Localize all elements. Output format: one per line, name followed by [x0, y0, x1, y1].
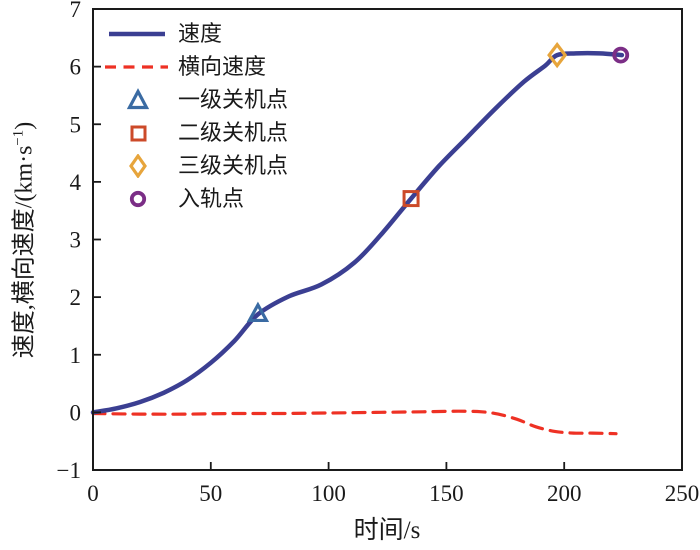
stage1-cutoff-marker: [246, 301, 270, 323]
orbit-circle-icon: [129, 190, 147, 207]
y-tick-label: 1: [70, 343, 82, 368]
y-tick-label: 7: [70, 0, 82, 22]
y-axis-label-suffix: ): [11, 121, 38, 130]
y-axis-label-text: 速度,横向速度/(km·s: [11, 145, 38, 359]
legend-label-stage1-cutoff: 一级关机点: [178, 86, 289, 112]
y-axis-label-superscript: −1: [10, 129, 27, 146]
y-tick-label: 3: [70, 228, 82, 253]
y-tick-label: 4: [70, 170, 82, 195]
legend-label-stage3-cutoff: 三级关机点: [178, 152, 289, 178]
x-tick-label: 50: [199, 481, 222, 506]
x-tick-label: 100: [311, 481, 346, 506]
legend-item-lateral-speed: 横向速度: [102, 50, 288, 83]
legend: 速度 横向速度 一级关机点 二级关机点 三级关机点: [102, 17, 288, 215]
lateral-speed-line: [91, 409, 618, 436]
legend-label-speed: 速度: [178, 20, 223, 46]
y-tick-label: 6: [70, 55, 82, 80]
legend-label-lateral-speed: 横向速度: [178, 53, 267, 79]
legend-label-stage2-cutoff: 二级关机点: [178, 119, 289, 145]
x-tick-label: 0: [87, 481, 99, 506]
stage2-cutoff-marker: [402, 190, 420, 208]
y-tick-label: 2: [70, 285, 82, 310]
x-tick-label: 150: [429, 481, 464, 506]
legend-item-stage2-cutoff: 二级关机点: [102, 116, 288, 149]
y-axis-label: 速度,横向速度/(km·s−1): [4, 122, 39, 359]
x-tick-label: 250: [665, 481, 700, 506]
legend-item-speed: 速度: [102, 17, 288, 50]
stage3-cutoff-marker: [547, 41, 568, 69]
lateral-speed-dash-swatch-icon: [105, 64, 168, 69]
y-tick-label: 5: [70, 112, 82, 137]
legend-label-orbit-insertion: 入轨点: [178, 185, 245, 211]
stage2-square-icon: [130, 125, 147, 141]
legend-item-stage3-cutoff: 三级关机点: [102, 149, 288, 182]
y-tick-label: 0: [70, 400, 82, 425]
speed-line-swatch-icon: [109, 31, 165, 36]
legend-item-stage1-cutoff: 一级关机点: [102, 83, 288, 116]
x-axis-label: 时间/s: [353, 517, 421, 544]
stage3-diamond-icon: [129, 153, 147, 178]
x-tick-label: 200: [547, 481, 582, 506]
y-tick-label: −1: [57, 458, 81, 483]
stage1-triangle-icon: [126, 87, 150, 109]
orbit-insertion-marker: [612, 46, 630, 64]
legend-item-orbit-insertion: 入轨点: [102, 182, 288, 215]
